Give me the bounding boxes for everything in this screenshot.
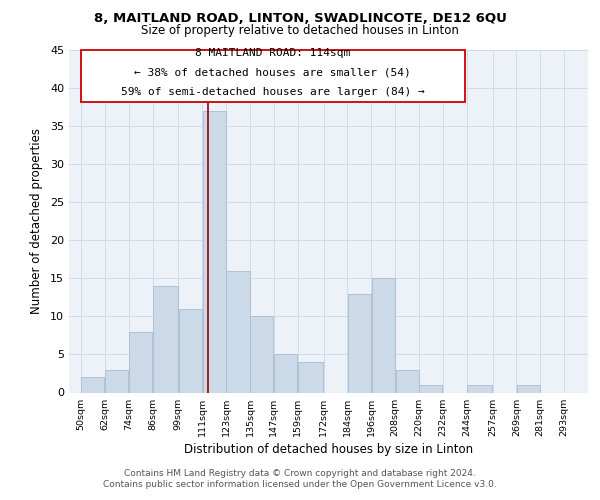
Bar [395, 370, 419, 392]
Bar [153, 286, 178, 393]
Bar [82, 378, 104, 392]
Bar [250, 316, 274, 392]
Bar [203, 111, 226, 392]
X-axis label: Distribution of detached houses by size in Linton: Distribution of detached houses by size … [184, 442, 473, 456]
Bar [348, 294, 371, 392]
Text: Contains HM Land Registry data © Crown copyright and database right 2024.: Contains HM Land Registry data © Crown c… [124, 469, 476, 478]
Bar [129, 332, 152, 392]
Text: 8, MAITLAND ROAD, LINTON, SWADLINCOTE, DE12 6QU: 8, MAITLAND ROAD, LINTON, SWADLINCOTE, D… [94, 12, 506, 25]
Bar [517, 385, 540, 392]
Text: 59% of semi-detached houses are larger (84) →: 59% of semi-detached houses are larger (… [121, 88, 425, 98]
Bar [179, 309, 202, 392]
Bar [105, 370, 128, 392]
Bar [298, 362, 323, 392]
Text: Size of property relative to detached houses in Linton: Size of property relative to detached ho… [141, 24, 459, 37]
Text: Contains public sector information licensed under the Open Government Licence v3: Contains public sector information licen… [103, 480, 497, 489]
Text: ← 38% of detached houses are smaller (54): ← 38% of detached houses are smaller (54… [134, 68, 411, 78]
Bar [419, 385, 442, 392]
Text: 8 MAITLAND ROAD: 114sqm: 8 MAITLAND ROAD: 114sqm [195, 48, 350, 58]
Bar [467, 385, 492, 392]
FancyBboxPatch shape [81, 50, 465, 102]
Bar [274, 354, 297, 393]
Bar [371, 278, 395, 392]
Y-axis label: Number of detached properties: Number of detached properties [30, 128, 43, 314]
Bar [226, 270, 250, 392]
